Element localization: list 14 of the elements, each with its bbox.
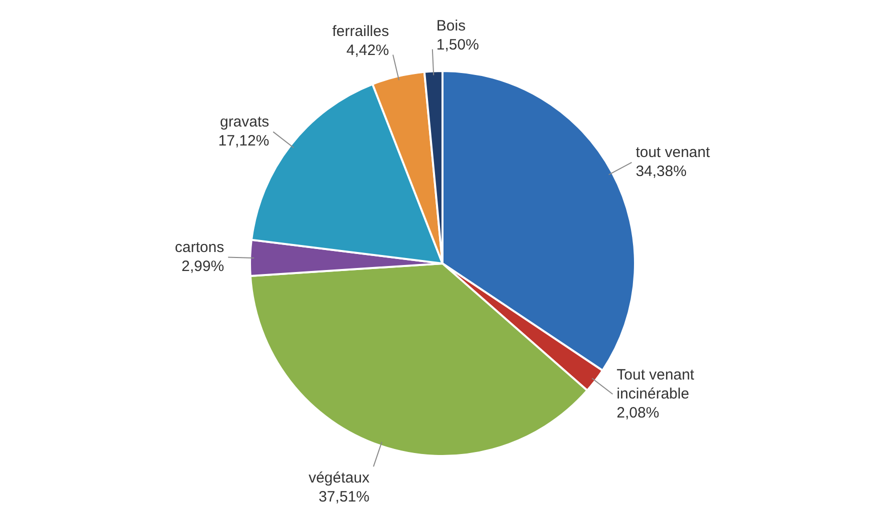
slice-label: ferrailles: [332, 22, 389, 40]
data-label: 1,50%: [436, 36, 479, 54]
data-label: 2,99%: [182, 258, 224, 275]
slice-label: gravats: [220, 113, 270, 130]
slice-label: tout venant: [636, 144, 711, 162]
data-label: 37,51%: [318, 488, 370, 506]
slice-label: cartons: [174, 238, 224, 256]
slice-label: Bois: [436, 17, 466, 34]
slice-label: Tout venant incinérable: [616, 366, 696, 402]
data-label: 17,12%: [218, 132, 270, 150]
slice-label: végétaux: [308, 470, 370, 487]
data-label: 2,08%: [616, 404, 660, 422]
data-label: 4,42%: [346, 42, 389, 59]
data-label: 34,38%: [636, 163, 687, 180]
